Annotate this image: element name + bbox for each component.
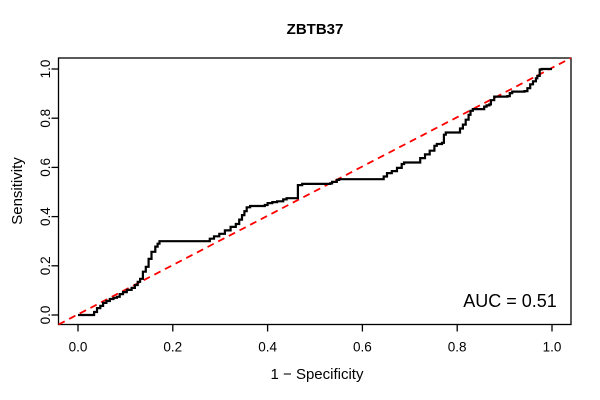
y-axis-label: Sensitivity xyxy=(9,157,26,225)
y-tick-label: 0.6 xyxy=(38,158,53,177)
y-axis-ticks: 0.0 0.2 0.4 0.6 0.8 1.0 xyxy=(38,60,59,325)
x-tick-label: 0.4 xyxy=(258,340,277,355)
plot-title: ZBTB37 xyxy=(287,21,344,38)
y-tick-label: 0.0 xyxy=(38,306,53,325)
chance-diagonal-line xyxy=(58,57,572,326)
x-tick-label: 0.0 xyxy=(69,340,88,355)
roc-curve xyxy=(78,67,552,317)
y-tick-label: 0.2 xyxy=(38,256,53,275)
x-axis-label: 1 − Specificity xyxy=(271,366,364,383)
x-tick-label: 0.2 xyxy=(163,340,182,355)
y-tick-label: 0.4 xyxy=(38,207,53,226)
x-tick-label: 1.0 xyxy=(543,340,562,355)
x-tick-label: 0.8 xyxy=(448,340,467,355)
plot-box xyxy=(57,57,572,326)
auc-annotation: AUC = 0.51 xyxy=(463,291,557,311)
y-tick-label: 0.8 xyxy=(38,109,53,128)
x-tick-label: 0.6 xyxy=(353,340,372,355)
x-axis-ticks: 0.0 0.2 0.4 0.6 0.8 1.0 xyxy=(69,324,562,355)
y-tick-label: 1.0 xyxy=(38,60,53,79)
